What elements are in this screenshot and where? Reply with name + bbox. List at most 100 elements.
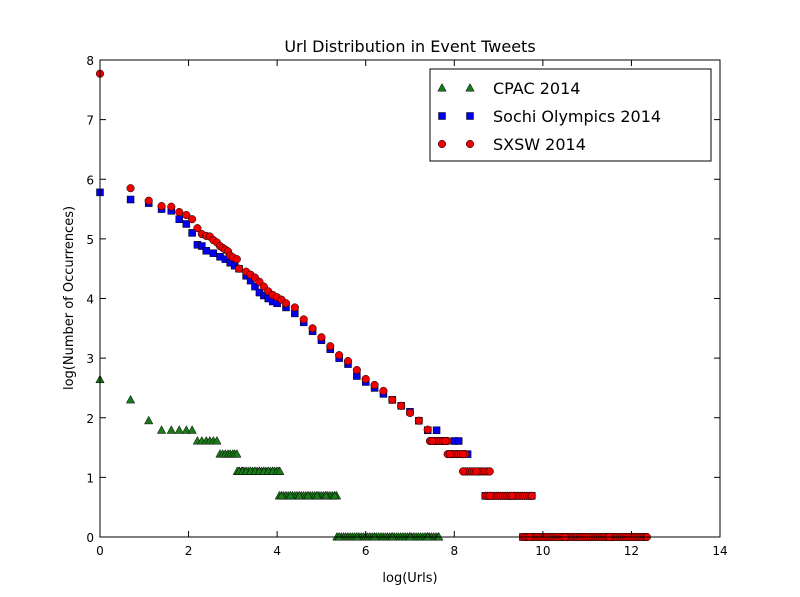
x-tick-label: 4 [273, 544, 281, 558]
cpac-2014-point [303, 490, 313, 500]
y-tick-label: 1 [86, 471, 94, 485]
legend-label-cpac-2014: CPAC 2014 [493, 79, 580, 98]
sxsw-2014-point [281, 299, 291, 308]
sochi-olympics-2014-point [202, 247, 211, 255]
sochi-olympics-2014-point [182, 220, 191, 228]
x-tick-label: 8 [450, 544, 458, 558]
sxsw-2014-point [126, 184, 135, 193]
cpac-2014-point [275, 466, 285, 475]
cpac-2014-point [181, 425, 191, 434]
sxsw-2014-point [459, 450, 468, 459]
sxsw-2014-point [144, 196, 153, 205]
y-tick-label: 8 [86, 54, 94, 68]
x-tick-label: 10 [535, 544, 550, 558]
sxsw-2014-point [299, 315, 308, 324]
sochi-olympics-2014-point [454, 437, 463, 445]
chart-title: Url Distribution in Event Tweets [284, 37, 535, 56]
legend-marker-cpac-2014 [437, 82, 447, 92]
cpac-2014-point [232, 449, 242, 458]
x-tick-label: 12 [624, 544, 639, 558]
sxsw-2014-point [428, 436, 437, 446]
sxsw-2014-point [352, 366, 361, 375]
sochi-olympics-2014-point [432, 426, 441, 435]
cpac-2014-point [423, 531, 433, 541]
cpac-2014-point [369, 531, 380, 541]
sxsw-2014-point [441, 436, 450, 446]
cpac-2014-point [187, 425, 197, 434]
sxsw-2014-point [188, 215, 197, 224]
y-tick-label: 7 [86, 114, 94, 128]
cpac-2014-point [434, 531, 444, 541]
y-tick-label: 3 [86, 352, 94, 366]
sochi-olympics-2014-point [175, 215, 184, 223]
legend-marker-sxsw-2014 [437, 139, 447, 149]
sxsw-2014-point [527, 491, 536, 500]
legend-label-sxsw-2014: SXSW 2014 [493, 135, 586, 154]
cpac-2014-point [276, 490, 287, 500]
sxsw-2014-point [308, 324, 317, 333]
cpac-2014-point [294, 490, 304, 500]
sxsw-2014-point [379, 386, 388, 395]
legend: CPAC 2014 Sochi Olympics 2014 SXSW 2014 [429, 68, 712, 162]
x-axis-label: log(Urls) [382, 571, 437, 586]
sochi-olympics-2014-point [198, 242, 206, 250]
sxsw-2014-point [361, 374, 370, 384]
sxsw-2014-point [485, 467, 494, 476]
cpac-2014-point [144, 415, 154, 425]
sxsw-2014-point [232, 255, 241, 264]
x-tick-label: 2 [185, 544, 193, 558]
y-tick-label: 4 [86, 293, 94, 307]
cpac-2014-point [352, 531, 362, 541]
cpac-2014-point [285, 490, 296, 500]
legend-marker-cpac-2014 [465, 82, 475, 92]
sxsw-2014-point [397, 401, 406, 410]
sochi-olympics-2014-point [126, 195, 135, 204]
sxsw-2014-point [472, 467, 481, 476]
y-tick-label: 6 [86, 173, 94, 187]
legend-label-sochi-olympics-2014: Sochi Olympics 2014 [493, 107, 661, 126]
x-tick-label: 14 [712, 544, 727, 558]
cpac-2014-point [212, 435, 222, 445]
cpac-2014-point [405, 531, 415, 541]
cpac-2014-point [334, 531, 344, 541]
cpac-2014-point [156, 425, 167, 434]
cpac-2014-point [312, 490, 322, 500]
y-axis-label: log(Number of Occurrences) [62, 206, 77, 390]
sxsw-2014-point [175, 207, 184, 217]
sochi-olympics-2014-point [209, 249, 218, 257]
sxsw-2014-point [423, 425, 432, 434]
y-tick-label: 2 [86, 412, 94, 426]
sxsw-2014-point [370, 380, 379, 390]
sxsw-2014-point [445, 450, 454, 459]
sxsw-2014-point [388, 395, 397, 404]
sxsw-2014-point [507, 491, 516, 500]
sxsw-2014-point [167, 202, 176, 211]
cpac-2014-point [166, 425, 176, 434]
cpac-2014-point [321, 490, 331, 500]
sxsw-2014-point [193, 224, 202, 233]
legend-marker-sochi-olympics-2014 [438, 112, 446, 120]
sxsw-2014-point [182, 210, 191, 220]
cpac-2014-point [387, 531, 397, 541]
sxsw-2014-point [485, 491, 494, 500]
sxsw-2014-point [405, 408, 415, 418]
y-tick-label: 0 [86, 531, 94, 545]
x-tick-label: 6 [362, 544, 370, 558]
x-tick-label: 0 [96, 544, 104, 558]
sxsw-2014-point [459, 467, 468, 476]
sxsw-2014-point [326, 342, 335, 351]
legend-box [429, 68, 712, 162]
legend-marker-sochi-olympics-2014 [466, 112, 474, 120]
sochi-olympics-2014-point [251, 282, 259, 291]
sxsw-2014-point [414, 416, 423, 425]
cpac-2014-point [125, 394, 136, 404]
sochi-olympics-2014-point [188, 229, 196, 237]
cpac-2014-point [174, 425, 184, 434]
sxsw-2014-point [157, 202, 166, 211]
legend-marker-sxsw-2014 [465, 139, 475, 149]
sxsw-2014-point [343, 357, 353, 366]
sxsw-2014-point [317, 333, 326, 342]
cpac-2014-point [330, 490, 340, 500]
sxsw-2014-point [335, 351, 344, 360]
